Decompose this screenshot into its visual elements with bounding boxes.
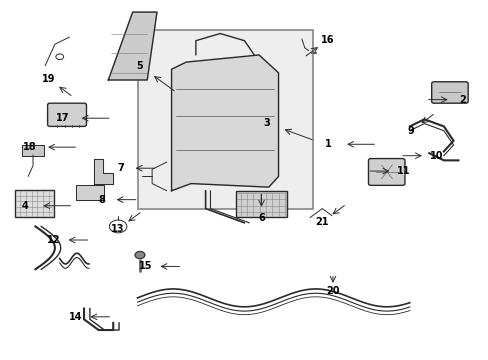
Polygon shape bbox=[171, 55, 278, 191]
Text: 8: 8 bbox=[99, 195, 105, 204]
Text: 5: 5 bbox=[136, 61, 143, 71]
FancyBboxPatch shape bbox=[22, 145, 43, 156]
Text: 11: 11 bbox=[396, 166, 410, 176]
Text: 20: 20 bbox=[325, 287, 339, 296]
Text: 9: 9 bbox=[407, 126, 414, 136]
Text: 19: 19 bbox=[42, 74, 56, 84]
FancyBboxPatch shape bbox=[76, 185, 104, 201]
FancyBboxPatch shape bbox=[137, 30, 312, 208]
Text: 12: 12 bbox=[47, 235, 61, 245]
Text: 7: 7 bbox=[118, 163, 124, 173]
Text: 2: 2 bbox=[458, 95, 465, 105]
Text: 15: 15 bbox=[139, 261, 152, 271]
FancyBboxPatch shape bbox=[47, 103, 86, 126]
Text: 16: 16 bbox=[321, 35, 334, 45]
Text: 13: 13 bbox=[111, 224, 124, 234]
Polygon shape bbox=[108, 12, 157, 80]
Text: 1: 1 bbox=[325, 139, 331, 149]
Text: 6: 6 bbox=[258, 213, 264, 223]
Text: 18: 18 bbox=[23, 142, 36, 152]
Polygon shape bbox=[94, 158, 113, 184]
FancyBboxPatch shape bbox=[368, 158, 404, 185]
FancyBboxPatch shape bbox=[235, 192, 287, 217]
FancyBboxPatch shape bbox=[15, 190, 54, 217]
Circle shape bbox=[135, 251, 144, 258]
Text: 3: 3 bbox=[263, 118, 269, 128]
Text: 14: 14 bbox=[69, 312, 82, 322]
Text: 4: 4 bbox=[21, 201, 28, 211]
FancyBboxPatch shape bbox=[431, 82, 467, 103]
Text: 21: 21 bbox=[315, 217, 328, 227]
Text: 10: 10 bbox=[429, 151, 443, 161]
Text: 17: 17 bbox=[56, 113, 70, 123]
